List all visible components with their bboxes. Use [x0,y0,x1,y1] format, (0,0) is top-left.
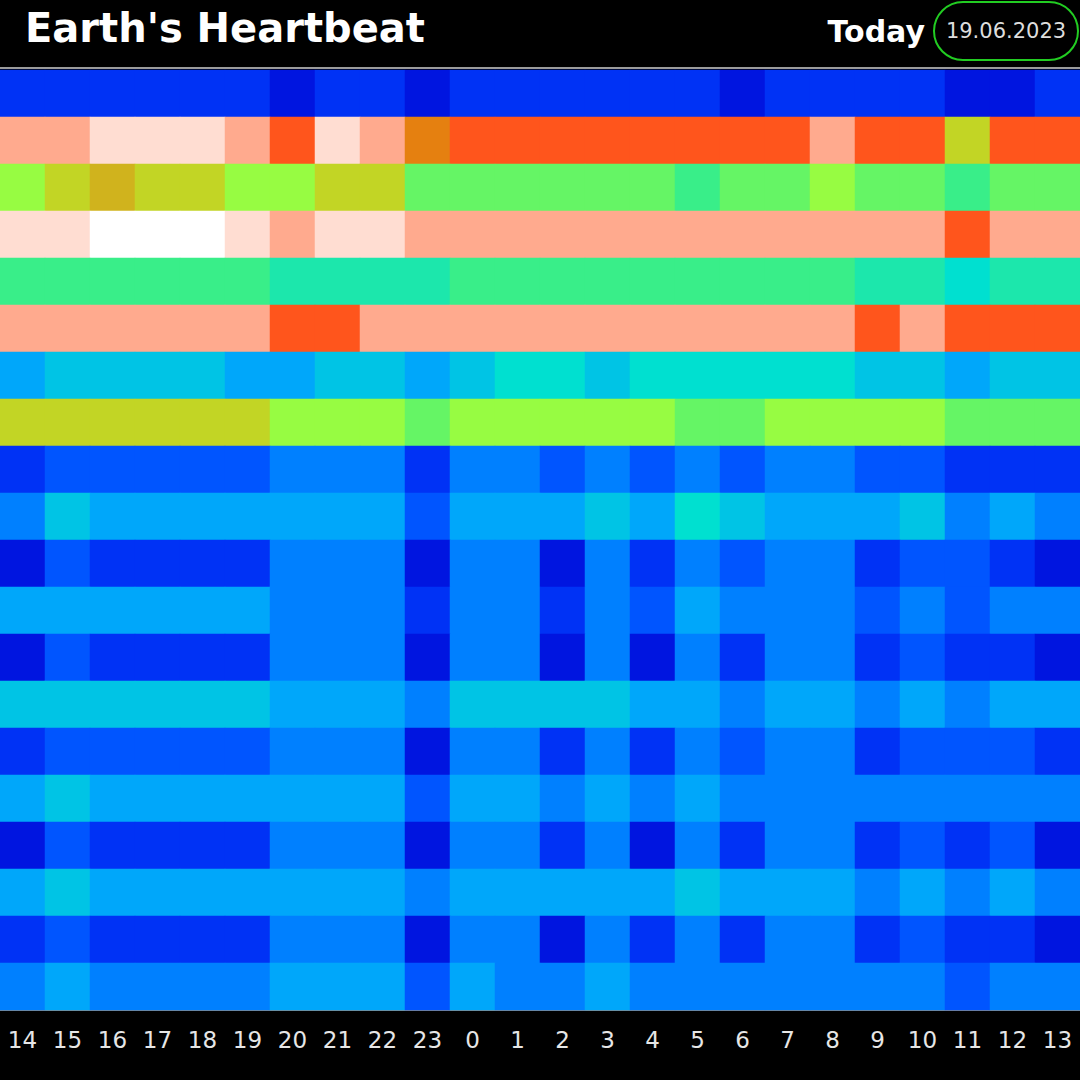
svg-text:18: 18 [188,1027,217,1053]
svg-text:0: 0 [465,1027,480,1053]
svg-text:8: 8 [825,1027,840,1053]
svg-text:Earth's Heartbeat: Earth's Heartbeat [25,5,425,51]
svg-text:3: 3 [600,1027,615,1053]
svg-text:1: 1 [510,1027,525,1053]
svg-text:2: 2 [555,1027,570,1053]
svg-text:12: 12 [998,1027,1027,1053]
svg-text:4: 4 [645,1027,660,1053]
svg-text:13: 13 [1043,1027,1072,1053]
svg-text:6: 6 [735,1027,750,1053]
svg-text:9: 9 [870,1027,885,1053]
svg-text:5: 5 [690,1027,705,1053]
svg-text:19: 19 [233,1027,262,1053]
svg-text:7: 7 [780,1027,795,1053]
svg-text:Today: Today [828,14,926,49]
svg-text:16: 16 [98,1027,127,1053]
svg-text:14: 14 [8,1027,37,1053]
svg-text:17: 17 [143,1027,172,1053]
svg-text:15: 15 [53,1027,82,1053]
svg-text:20: 20 [278,1027,307,1053]
svg-text:23: 23 [413,1027,442,1053]
svg-text:21: 21 [323,1027,352,1053]
svg-text:19.06.2023: 19.06.2023 [946,19,1066,43]
svg-text:11: 11 [953,1027,982,1053]
svg-text:22: 22 [368,1027,397,1053]
svg-text:10: 10 [908,1027,937,1053]
